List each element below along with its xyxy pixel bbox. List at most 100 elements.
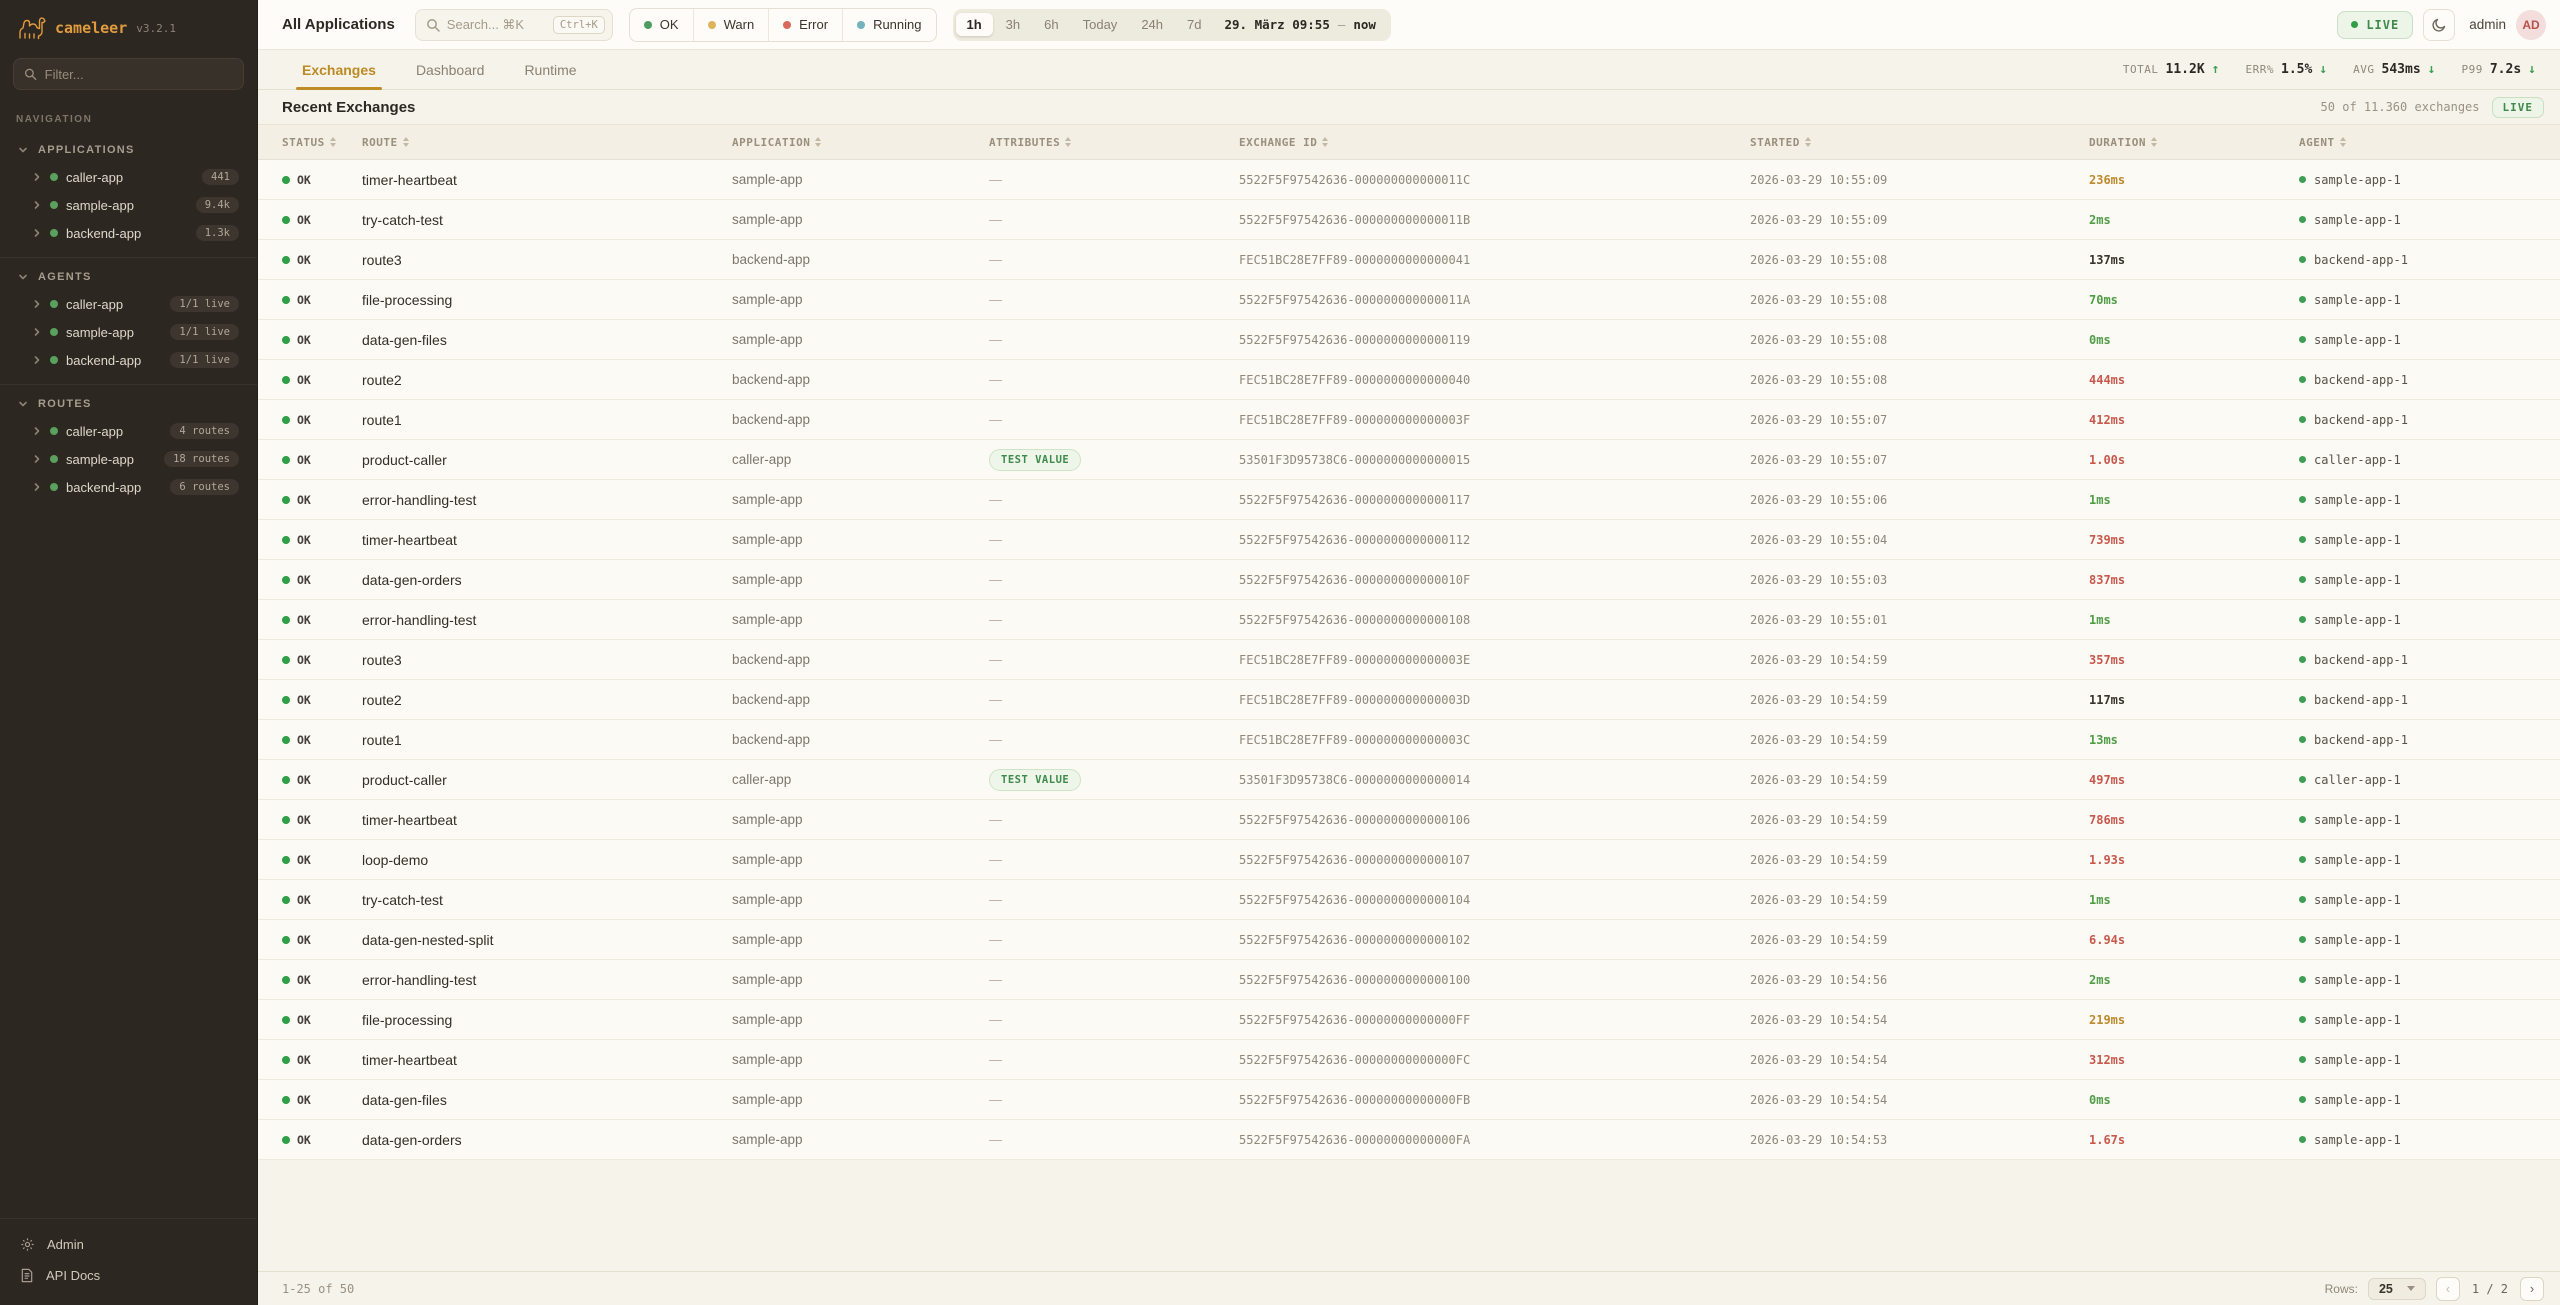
- status-label: OK: [297, 932, 311, 947]
- nav-group-header-applications[interactable]: APPLICATIONS: [10, 137, 247, 163]
- tab-runtime[interactable]: Runtime: [524, 61, 577, 78]
- nav-group-header-agents[interactable]: AGENTS: [10, 264, 247, 290]
- nav-group-header-routes[interactable]: ROUTES: [10, 391, 247, 417]
- exchange-id-cell: FEC51BC28E7FF89-000000000000003C: [1239, 732, 1471, 747]
- stat-value: 543ms: [2381, 62, 2421, 77]
- sidebar-filter-box[interactable]: [13, 58, 244, 90]
- column-header-duration[interactable]: DURATION: [2089, 136, 2299, 149]
- filter-ok-button[interactable]: OK: [630, 9, 693, 41]
- table-row[interactable]: OK data-gen-nested-split sample-app — 5522F5…: [258, 920, 2560, 960]
- attributes-cell: —: [989, 1012, 1002, 1027]
- prev-page-button[interactable]: ‹: [2435, 1276, 2460, 1301]
- chevron-right-icon: [34, 427, 40, 435]
- agent-label: backend-app-1: [2314, 652, 2408, 667]
- agent-status-dot-icon: [2299, 696, 2306, 703]
- table-row[interactable]: OK data-gen-orders sample-app — 5522F5F97542…: [258, 560, 2560, 600]
- column-header-exchange-id[interactable]: EXCHANGE ID: [1239, 136, 1750, 149]
- sidebar-filter-input[interactable]: [44, 66, 233, 82]
- time-range-24h-button[interactable]: 24h: [1141, 17, 1164, 32]
- sidebar-item-sample-app[interactable]: sample-app 9.4k: [10, 191, 247, 219]
- table-row[interactable]: OK route3 backend-app — FEC51BC28E7FF89-0000…: [258, 240, 2560, 280]
- status-ok-dot-icon: [282, 615, 290, 624]
- next-page-button[interactable]: ›: [2520, 1276, 2544, 1301]
- section-header: Recent Exchanges 50 of 11.360 exchanges …: [258, 90, 2560, 124]
- time-range-6h-button[interactable]: 6h: [1044, 17, 1059, 32]
- table-row[interactable]: OK data-gen-orders sample-app — 5522F5F97542…: [258, 1120, 2560, 1160]
- status-dot-icon: [50, 483, 58, 491]
- sidebar-item-backend-app[interactable]: backend-app 1/1 live: [10, 346, 247, 374]
- live-toggle-button[interactable]: LIVE: [2337, 10, 2414, 39]
- column-header-started[interactable]: STARTED: [1750, 136, 2089, 149]
- column-header-application[interactable]: APPLICATION: [732, 136, 989, 149]
- stat-value: 1.5%: [2281, 62, 2313, 77]
- table-row[interactable]: OK data-gen-files sample-app — 5522F5F975426…: [258, 1080, 2560, 1120]
- status-ok-dot-icon: [282, 415, 290, 424]
- tab-dashboard[interactable]: Dashboard: [415, 61, 485, 78]
- attributes-cell: —: [989, 412, 1002, 427]
- column-header-route[interactable]: ROUTE: [362, 136, 732, 149]
- time-range-3h-button[interactable]: 3h: [1005, 17, 1021, 32]
- filter-label: Running: [873, 17, 922, 32]
- filter-error-button[interactable]: Error: [768, 8, 842, 41]
- sidebar-item-backend-app[interactable]: backend-app 1.3k: [10, 219, 247, 247]
- sidebar-link-admin[interactable]: Admin: [16, 1229, 241, 1260]
- table-row[interactable]: OK route1 backend-app — FEC51BC28E7FF89-0000…: [258, 400, 2560, 440]
- column-header-attributes[interactable]: ATTRIBUTES: [989, 136, 1239, 149]
- dark-mode-toggle[interactable]: [2423, 8, 2456, 41]
- table-row[interactable]: OK product-caller caller-app TEST VALUE 5350…: [258, 760, 2560, 800]
- time-range-7d-button[interactable]: 7d: [1187, 17, 1202, 32]
- route-cell: data-gen-nested-split: [362, 931, 494, 948]
- exchange-id-cell: 5522F5F97542636-0000000000000119: [1239, 332, 1471, 347]
- search-icon: [24, 68, 37, 81]
- time-range-today-button[interactable]: Today: [1082, 17, 1118, 32]
- agent-label: sample-app-1: [2314, 972, 2401, 987]
- table-row[interactable]: OK error-handling-test sample-app — 5522F5F9…: [258, 960, 2560, 1000]
- column-header-agent[interactable]: AGENT: [2299, 136, 2544, 149]
- table-row[interactable]: OK timer-heartbeat sample-app — 5522F5F97542…: [258, 160, 2560, 200]
- application-cell: sample-app: [732, 172, 803, 187]
- table-row[interactable]: OK route2 backend-app — FEC51BC28E7FF89-0000…: [258, 360, 2560, 400]
- table-row[interactable]: OK product-caller caller-app TEST VALUE 5350…: [258, 440, 2560, 480]
- table-row[interactable]: OK loop-demo sample-app — 5522F5F97542636-00…: [258, 840, 2560, 880]
- table-row[interactable]: OK timer-heartbeat sample-app — 5522F5F97542…: [258, 520, 2560, 560]
- table-row[interactable]: OK route2 backend-app — FEC51BC28E7FF89-0000…: [258, 680, 2560, 720]
- table-row[interactable]: OK try-catch-test sample-app — 5522F5F975426…: [258, 200, 2560, 240]
- table-row[interactable]: OK try-catch-test sample-app — 5522F5F975426…: [258, 880, 2560, 920]
- date-range[interactable]: 29. März 09:55 — now: [1214, 17, 1387, 32]
- route-cell: route1: [362, 731, 402, 748]
- column-header-status[interactable]: STATUS: [282, 136, 362, 149]
- sidebar-item-backend-app[interactable]: backend-app 6 routes: [10, 473, 247, 501]
- global-search-box[interactable]: Search... ⌘K Ctrl+K: [414, 8, 613, 41]
- agent-cell: sample-app-1: [2299, 173, 2544, 187]
- started-cell: 2026-03-29 10:54:54: [1750, 1052, 1888, 1067]
- table-row[interactable]: OK data-gen-files sample-app — 5522F5F975426…: [258, 320, 2560, 360]
- filter-running-button[interactable]: Running: [842, 8, 935, 41]
- application-cell: sample-app: [732, 1132, 803, 1147]
- sidebar-item-caller-app[interactable]: caller-app 4 routes: [10, 417, 247, 445]
- tab-exchanges[interactable]: Exchanges: [282, 50, 396, 90]
- table-row[interactable]: OK timer-heartbeat sample-app — 5522F5F97542…: [258, 1040, 2560, 1080]
- table-row[interactable]: OK error-handling-test sample-app — 5522F5F9…: [258, 480, 2560, 520]
- table-row[interactable]: OK timer-heartbeat sample-app — 5522F5F97542…: [258, 800, 2560, 840]
- status-label: OK: [297, 1132, 311, 1147]
- sidebar-item-sample-app[interactable]: sample-app 18 routes: [10, 445, 247, 473]
- table-row[interactable]: OK file-processing sample-app — 5522F5F97542…: [258, 280, 2560, 320]
- status-label: OK: [297, 1052, 311, 1067]
- sidebar-item-caller-app[interactable]: caller-app 441: [10, 163, 247, 191]
- status-label: OK: [297, 452, 311, 467]
- sidebar-item-caller-app[interactable]: caller-app 1/1 live: [10, 290, 247, 318]
- sidebar-link-api-docs[interactable]: API Docs: [16, 1260, 241, 1291]
- filter-warn-button[interactable]: Warn: [692, 8, 769, 41]
- table-row[interactable]: OK route1 backend-app — FEC51BC28E7FF89-0000…: [258, 720, 2560, 760]
- table-row[interactable]: OK error-handling-test sample-app — 5522F5F9…: [258, 600, 2560, 640]
- sidebar-item-sample-app[interactable]: sample-app 1/1 live: [10, 318, 247, 346]
- attributes-cell: —: [989, 612, 1002, 627]
- application-cell: sample-app: [732, 572, 803, 587]
- table-row[interactable]: OK file-processing sample-app — 5522F5F97542…: [258, 1000, 2560, 1040]
- rows-per-page-select[interactable]: 25: [2367, 1277, 2426, 1300]
- started-cell: 2026-03-29 10:54:59: [1750, 772, 1888, 787]
- table-row[interactable]: OK route3 backend-app — FEC51BC28E7FF89-0000…: [258, 640, 2560, 680]
- time-range-1h-button[interactable]: 1h: [955, 13, 993, 36]
- user-avatar[interactable]: AD: [2516, 9, 2546, 40]
- sidebar-item-label: caller-app: [66, 423, 124, 439]
